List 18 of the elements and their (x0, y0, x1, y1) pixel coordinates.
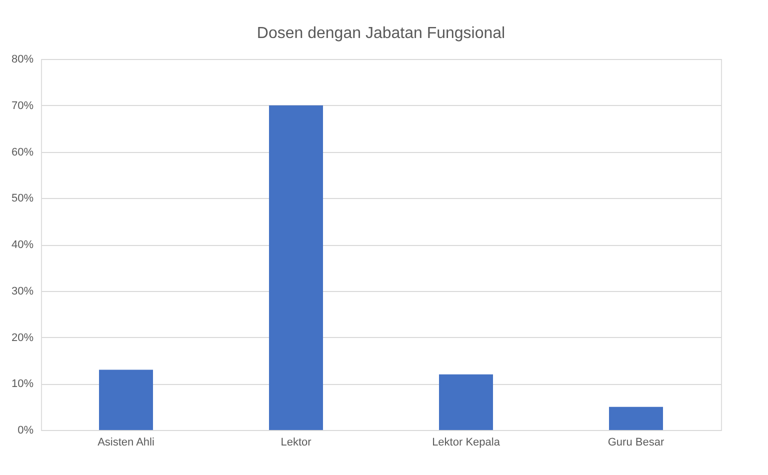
y-tick-label: 60% (11, 146, 34, 158)
x-tick-label: Asisten Ahli (98, 436, 154, 448)
x-tick-label: Guru Besar (608, 436, 664, 448)
y-tick-label: 10% (11, 378, 34, 390)
chart-title: Dosen dengan Jabatan Fungsional (256, 25, 506, 42)
bar (609, 406, 663, 430)
x-tick-label: Lektor (280, 436, 312, 448)
y-tick-label: 20% (11, 332, 34, 344)
bar (99, 370, 153, 430)
y-tick-label: 0% (18, 424, 34, 436)
x-tick-label: Lektor Kepala (432, 436, 501, 448)
bar (439, 374, 493, 430)
y-tick-label: 70% (11, 100, 34, 112)
y-tick-label: 50% (11, 192, 34, 205)
y-tick-label: 30% (11, 285, 34, 298)
bar (269, 105, 323, 430)
y-tick-label: 80% (11, 54, 34, 66)
y-tick-label: 40% (11, 239, 34, 251)
